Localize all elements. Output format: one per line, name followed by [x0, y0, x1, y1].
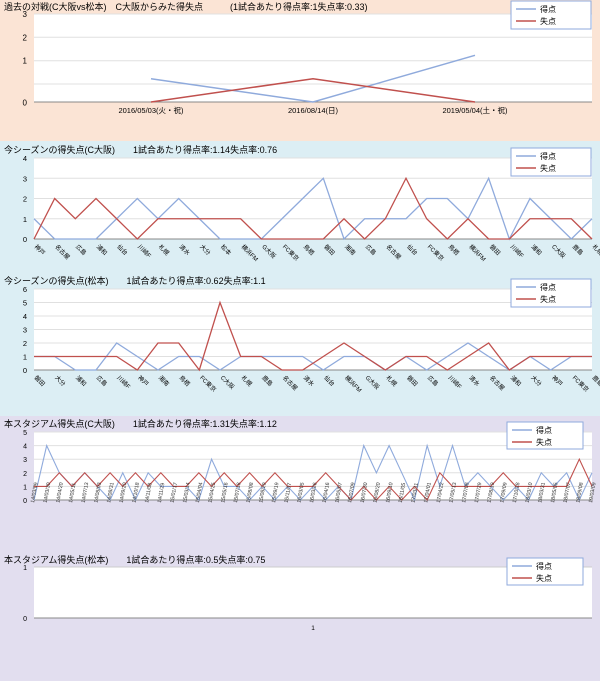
svg-text:1: 1 — [23, 353, 27, 362]
svg-text:5: 5 — [23, 430, 27, 437]
svg-text:2: 2 — [23, 195, 27, 204]
svg-text:FC東京: FC東京 — [198, 374, 218, 394]
svg-text:1: 1 — [23, 57, 28, 66]
svg-text:札幌: 札幌 — [384, 374, 398, 388]
svg-text:今シーズンの得失点(松本) 1試合あたり得点率:0.62失: 今シーズンの得失点(松本) 1試合あたり得点率:0.62失点率:1.1 — [4, 275, 266, 286]
svg-text:1: 1 — [23, 565, 27, 572]
svg-text:0: 0 — [23, 498, 27, 505]
svg-text:大分: 大分 — [529, 374, 543, 388]
svg-text:札幌: 札幌 — [157, 243, 171, 257]
svg-text:名古屋: 名古屋 — [488, 374, 506, 392]
svg-text:磐田: 磐田 — [322, 243, 336, 257]
svg-text:鹿島: 鹿島 — [571, 243, 585, 257]
svg-text:FC東京: FC東京 — [571, 374, 591, 394]
svg-text:失点: 失点 — [536, 573, 552, 583]
svg-text:鳥栖: 鳥栖 — [177, 374, 191, 388]
svg-text:札幌: 札幌 — [240, 374, 254, 388]
svg-text:横浜FM: 横浜FM — [343, 374, 363, 394]
svg-text:得点: 得点 — [540, 4, 556, 14]
svg-text:得点: 得点 — [536, 425, 552, 435]
svg-text:鳥栖: 鳥栖 — [447, 243, 461, 257]
svg-text:0: 0 — [23, 99, 28, 108]
svg-text:川崎F: 川崎F — [115, 374, 132, 391]
svg-text:1: 1 — [23, 484, 27, 491]
svg-text:浦和: 浦和 — [529, 243, 543, 257]
svg-text:神戸: 神戸 — [33, 243, 47, 257]
svg-text:5: 5 — [23, 299, 27, 308]
svg-text:浦和: 浦和 — [74, 374, 88, 388]
svg-text:失点: 失点 — [536, 437, 552, 447]
svg-text:FC東京: FC東京 — [281, 243, 301, 263]
svg-text:磐田: 磐田 — [33, 374, 47, 388]
svg-text:湘南: 湘南 — [157, 374, 171, 388]
svg-text:2019/05/04(土・祝): 2019/05/04(土・祝) — [442, 105, 508, 115]
svg-text:今シーズンの得失点(C大阪) 1試合あたり得点率:1.14: 今シーズンの得失点(C大阪) 1試合あたり得点率:1.14失点率:0.76 — [4, 144, 277, 155]
svg-text:名古屋: 名古屋 — [281, 374, 299, 392]
svg-text:清水: 清水 — [467, 374, 481, 388]
svg-text:本スタジアム得失点(松本) 1試合あたり得点率:0.5失点: 本スタジアム得失点(松本) 1試合あたり得点率:0.5失点率:0.75 — [4, 554, 265, 565]
svg-text:過去の対戦(C大阪vs松本) C大阪からみた得失点 (1: 過去の対戦(C大阪vs松本) C大阪からみた得失点 (1試合あたり得点率:1失点… — [4, 1, 368, 12]
svg-text:大分: 大分 — [198, 243, 212, 257]
svg-text:1: 1 — [23, 215, 27, 224]
svg-text:3: 3 — [23, 174, 27, 183]
svg-text:鹿島: 鹿島 — [591, 374, 600, 388]
svg-text:2016/08/14(日): 2016/08/14(日) — [288, 106, 339, 115]
svg-text:2: 2 — [23, 471, 27, 478]
svg-text:名古屋: 名古屋 — [53, 243, 71, 261]
svg-text:鳥栖: 鳥栖 — [302, 243, 316, 257]
svg-text:名古屋: 名古屋 — [384, 243, 402, 261]
svg-text:浦和: 浦和 — [509, 374, 523, 388]
svg-text:C大阪: C大阪 — [550, 243, 567, 260]
svg-text:神戸: 神戸 — [136, 374, 150, 388]
svg-text:失点: 失点 — [540, 294, 556, 304]
svg-text:湘南: 湘南 — [343, 243, 357, 257]
svg-text:3: 3 — [23, 457, 27, 464]
svg-text:川崎F: 川崎F — [447, 374, 464, 391]
svg-text:磐田: 磐田 — [405, 374, 419, 388]
svg-text:2: 2 — [23, 33, 28, 42]
svg-text:鹿島: 鹿島 — [260, 374, 274, 388]
svg-text:横浜FM: 横浜FM — [467, 243, 487, 263]
svg-text:6: 6 — [23, 285, 27, 294]
svg-text:G大阪: G大阪 — [260, 243, 277, 260]
svg-text:4: 4 — [23, 154, 27, 163]
svg-text:3: 3 — [23, 10, 28, 19]
svg-text:2016/05/03(火・祝): 2016/05/03(火・祝) — [118, 105, 184, 115]
svg-text:川崎F: 川崎F — [136, 243, 153, 260]
svg-text:札幌: 札幌 — [591, 243, 600, 257]
svg-text:得点: 得点 — [540, 282, 556, 292]
svg-text:大分: 大分 — [53, 374, 67, 388]
svg-text:0: 0 — [23, 366, 27, 375]
svg-text:磐田: 磐田 — [488, 243, 502, 257]
svg-text:失点: 失点 — [540, 163, 556, 173]
svg-text:広島: 広島 — [426, 374, 440, 388]
svg-text:広島: 広島 — [74, 243, 88, 257]
svg-text:仙台: 仙台 — [115, 243, 129, 257]
svg-text:広島: 広島 — [364, 243, 378, 257]
svg-text:4: 4 — [23, 312, 27, 321]
svg-text:FC東京: FC東京 — [426, 243, 446, 263]
svg-text:広島: 広島 — [95, 374, 109, 388]
svg-text:0: 0 — [23, 616, 27, 623]
svg-text:1: 1 — [311, 625, 315, 632]
svg-text:0: 0 — [23, 235, 27, 244]
svg-text:清水: 清水 — [302, 374, 316, 388]
svg-text:松本: 松本 — [219, 243, 233, 257]
svg-text:本スタジアム得失点(C大阪) 1試合あたり得点率:1.31: 本スタジアム得失点(C大阪) 1試合あたり得点率:1.31失点率:1.12 — [4, 418, 277, 429]
svg-text:浦和: 浦和 — [95, 243, 109, 257]
svg-text:G大阪: G大阪 — [364, 374, 381, 391]
svg-text:川崎F: 川崎F — [509, 243, 526, 260]
svg-text:神戸: 神戸 — [550, 374, 564, 388]
svg-text:3: 3 — [23, 326, 27, 335]
svg-text:2: 2 — [23, 339, 27, 348]
svg-text:仙台: 仙台 — [405, 243, 419, 257]
svg-text:得点: 得点 — [536, 561, 552, 571]
svg-text:仙台: 仙台 — [322, 374, 336, 388]
svg-text:失点: 失点 — [540, 16, 556, 26]
svg-text:C大阪: C大阪 — [219, 374, 236, 391]
svg-text:4: 4 — [23, 444, 27, 451]
svg-text:横浜FM: 横浜FM — [240, 243, 260, 263]
svg-text:清水: 清水 — [177, 243, 191, 257]
svg-text:得点: 得点 — [540, 151, 556, 161]
